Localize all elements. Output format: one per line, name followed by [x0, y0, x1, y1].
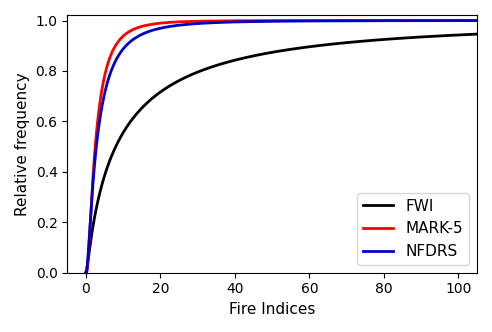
FWI	[100, 179, 106, 183]
NFDRS	[163, 25, 169, 29]
FWI	[83, 271, 89, 275]
MARK-5	[163, 21, 169, 25]
FWI	[107, 157, 113, 161]
NFDRS	[100, 100, 106, 104]
NFDRS	[83, 271, 89, 275]
FWI	[163, 86, 169, 90]
FWI	[85, 260, 91, 264]
MARK-5	[85, 262, 91, 266]
FWI	[471, 32, 477, 36]
Line: MARK-5: MARK-5	[86, 21, 492, 273]
Y-axis label: Relative frequency: Relative frequency	[15, 72, 30, 216]
Line: FWI: FWI	[86, 33, 492, 273]
MARK-5	[471, 19, 477, 23]
Legend: FWI, MARK-5, NFDRS: FWI, MARK-5, NFDRS	[357, 193, 469, 265]
X-axis label: Fire Indices: Fire Indices	[229, 302, 315, 317]
FWI	[283, 48, 289, 52]
NFDRS	[471, 19, 477, 23]
NFDRS	[85, 258, 91, 262]
MARK-5	[107, 54, 113, 58]
Line: NFDRS: NFDRS	[86, 21, 492, 273]
NFDRS	[107, 71, 113, 75]
MARK-5	[83, 271, 89, 275]
MARK-5	[100, 82, 106, 86]
MARK-5	[283, 19, 289, 23]
NFDRS	[283, 19, 289, 23]
